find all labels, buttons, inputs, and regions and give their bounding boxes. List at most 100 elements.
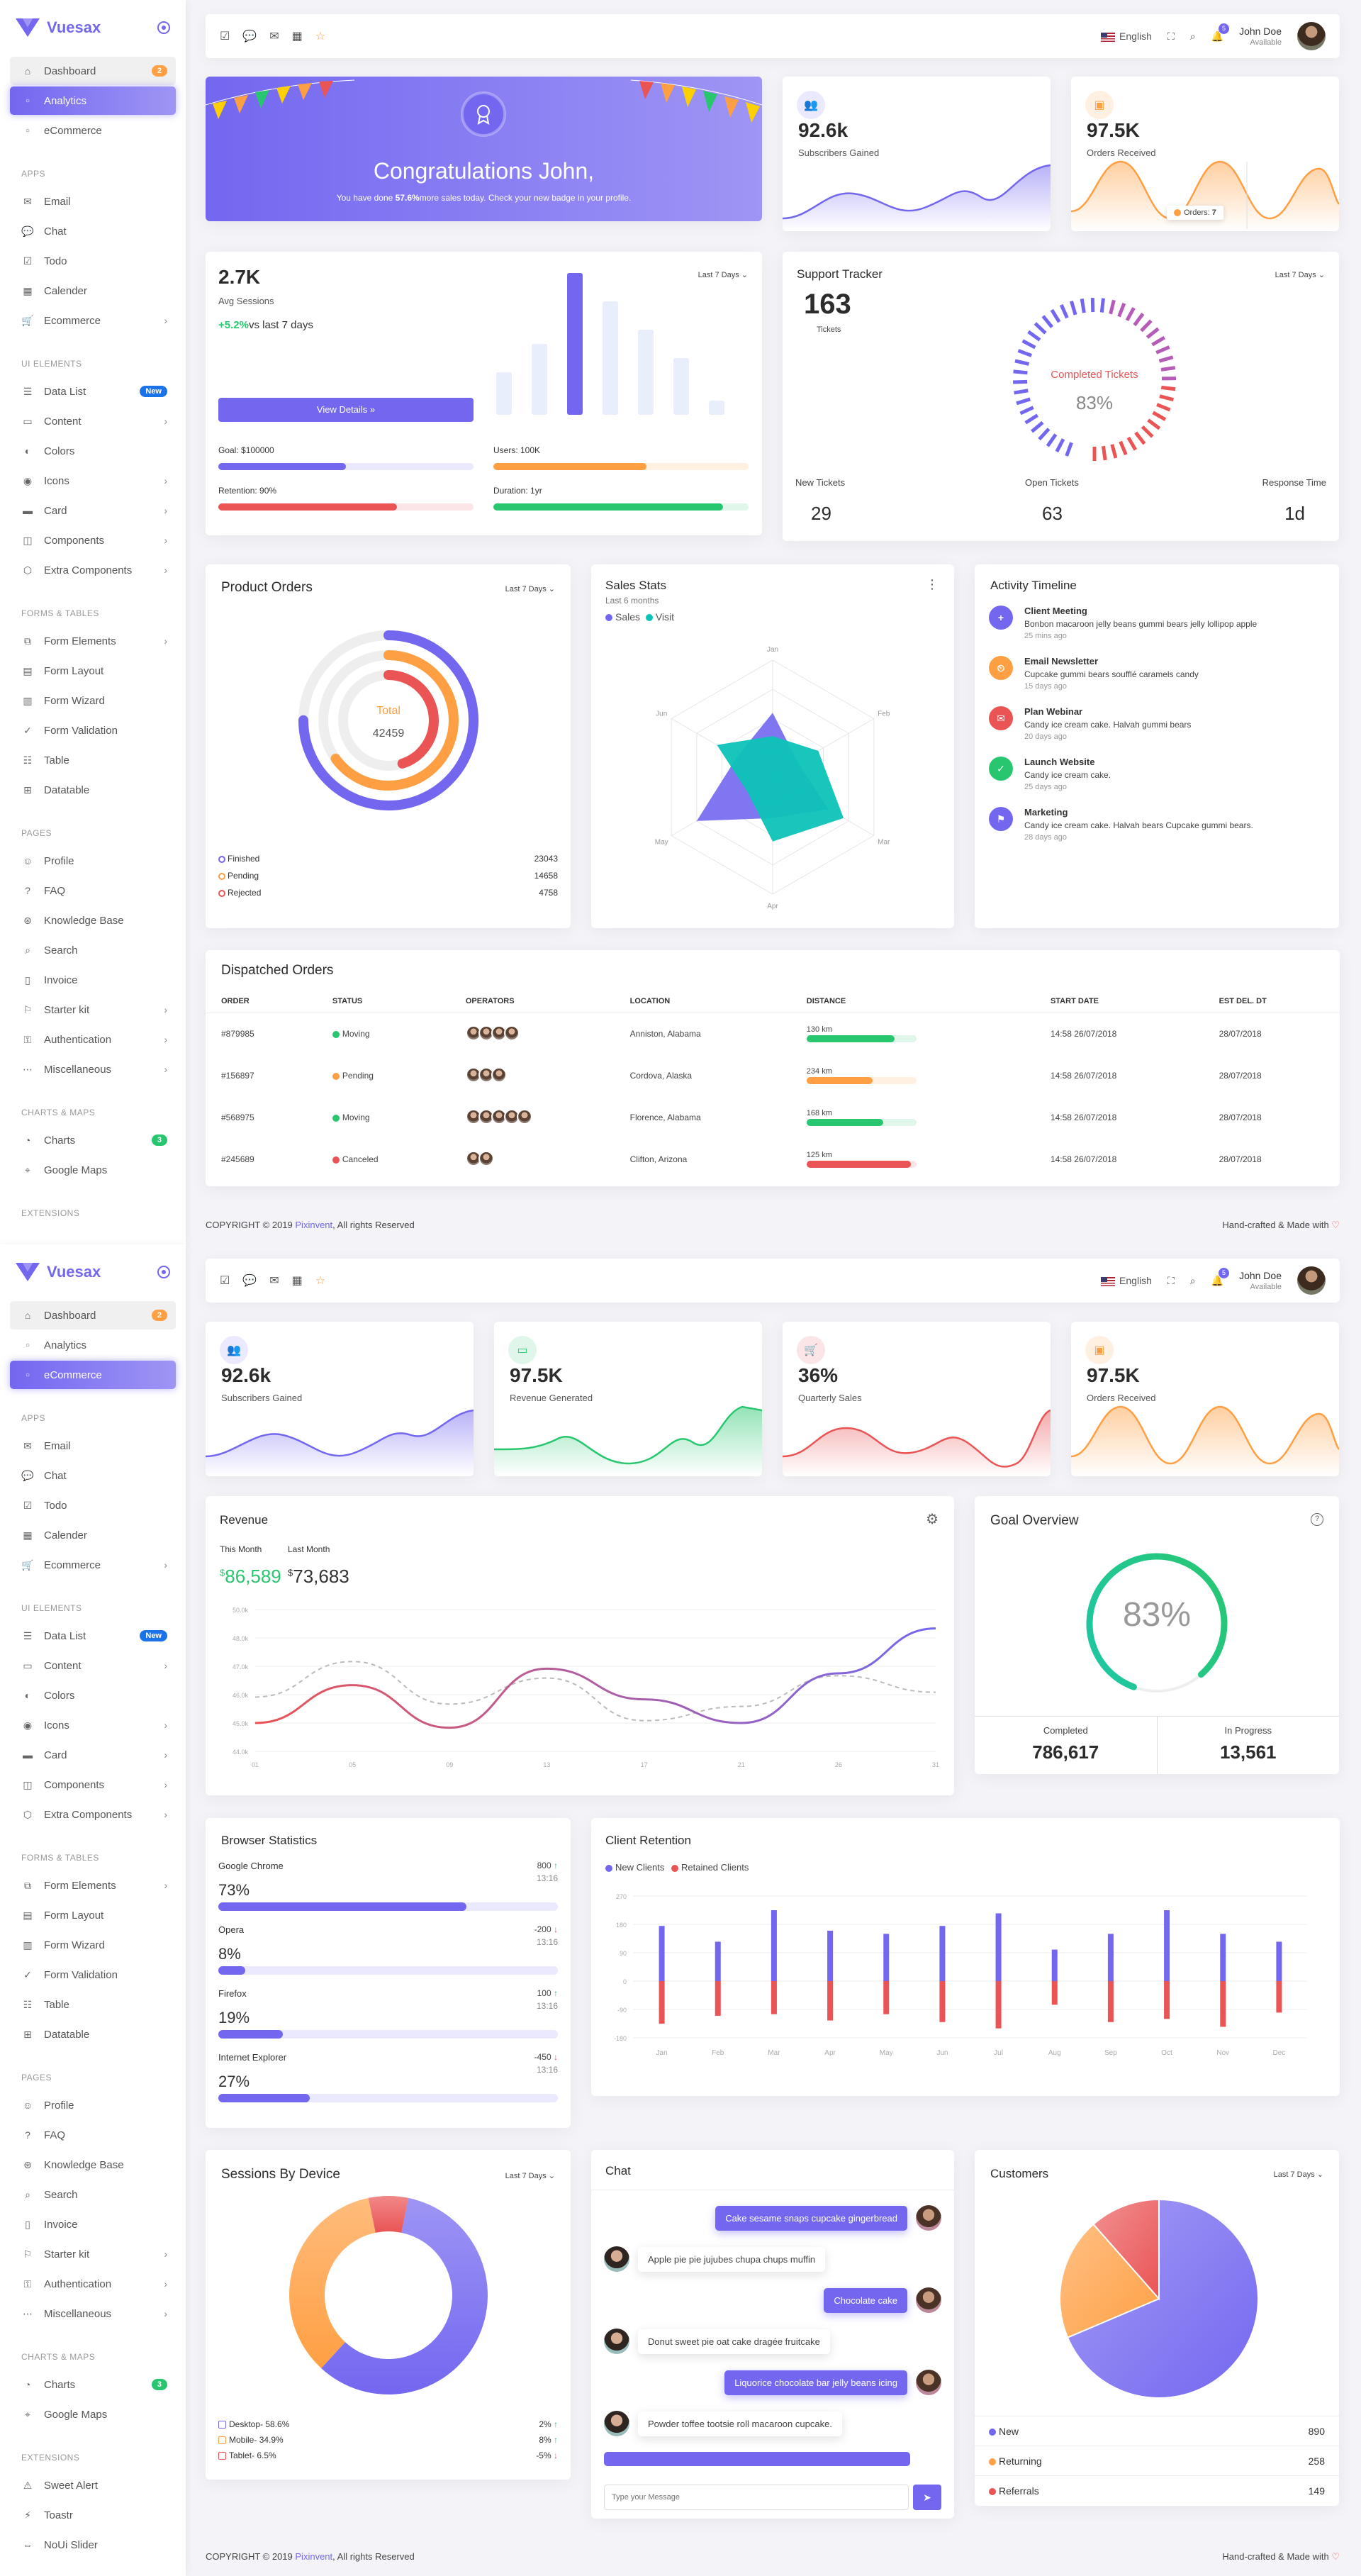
sidebar-item-email[interactable]: ✉ Email [10, 1432, 176, 1460]
sidebar-item-chat[interactable]: 💬 Chat [10, 217, 176, 245]
operator-avatar[interactable] [516, 1108, 532, 1125]
table-row[interactable]: #568975 Moving Florence, Alabama 168 km 14:5… [206, 1097, 1340, 1139]
chat-icon[interactable]: 💬 [242, 1275, 257, 1287]
language-dropdown[interactable]: English [1101, 1275, 1152, 1286]
avatar[interactable] [604, 2329, 629, 2354]
sidebar-item-card[interactable]: ▬ Card › [10, 1741, 176, 1769]
col-header[interactable]: STATUS [316, 990, 450, 1013]
sidebar-item-google-maps[interactable]: ⌖ Google Maps [10, 1156, 176, 1184]
sidebar-item-datatable[interactable]: ⊞ Datatable [10, 776, 176, 804]
sidebar-item-icons[interactable]: ◉ Icons › [10, 467, 176, 495]
customers-period[interactable]: Last 7 Days ⌄ [1273, 2170, 1323, 2179]
sidebar-item-calender[interactable]: ▦ Calender [10, 277, 176, 305]
mail-icon[interactable]: ✉ [269, 1275, 279, 1287]
sidebar-item-data-list[interactable]: ☰ Data List New [10, 377, 176, 406]
sidebar-item-form-layout[interactable]: ▤ Form Layout [10, 657, 176, 685]
col-header[interactable]: EST DEL. DT [1203, 990, 1340, 1013]
sidebar-item-form-validation[interactable]: ✓ Form Validation [10, 716, 176, 745]
sidebar-item-faq[interactable]: ? FAQ [10, 876, 176, 905]
mail-icon[interactable]: ✉ [269, 30, 279, 43]
avatar[interactable] [916, 2370, 941, 2395]
calendar-icon[interactable]: ▦ [291, 1275, 303, 1287]
sidebar-item-google-maps[interactable]: ⌖ Google Maps [10, 2400, 176, 2429]
sidebar-item-knowledge-base[interactable]: ⊛ Knowledge Base [10, 906, 176, 935]
sidebar-item-table[interactable]: ☷ Table [10, 1990, 176, 2019]
sidebar-item-chat[interactable]: 💬 Chat [10, 1461, 176, 1490]
todo-icon[interactable]: ☑ [220, 30, 230, 43]
sidebar-item-sweet-alert[interactable]: ⚠ Sweet Alert [10, 2471, 176, 2499]
support-period-dropdown[interactable]: Last 7 Days ⌄ [1275, 271, 1325, 279]
sidebar-item-miscellaneous[interactable]: ⋯ Miscellaneous › [10, 1055, 176, 1083]
search-icon[interactable]: ⌕ [1189, 1274, 1196, 1286]
sidebar-item-content[interactable]: ▭ Content › [10, 1651, 176, 1680]
sidebar-item-todo[interactable]: ☑ Todo [10, 1491, 176, 1520]
avatar[interactable] [916, 2287, 941, 2313]
sidebar-item-ecommerce-dash[interactable]: ○ eCommerce [10, 116, 176, 145]
chat-icon[interactable]: 💬 [242, 30, 257, 43]
sidebar-item-components[interactable]: ◫ Components › [10, 1771, 176, 1799]
sidebar-item-form-elements[interactable]: ⧉ Form Elements › [10, 627, 176, 655]
sidebar-item-starter-kit[interactable]: ⚐ Starter kit › [10, 2240, 176, 2268]
sidebar-item-form-elements[interactable]: ⧉ Form Elements › [10, 1871, 176, 1900]
sidebar-item-calender[interactable]: ▦ Calender [10, 1521, 176, 1549]
table-row[interactable]: #245689 Canceled Clifton, Arizona 125 km 14:… [206, 1139, 1340, 1181]
sidebar-toggle-icon[interactable] [157, 1266, 170, 1278]
search-icon[interactable]: ⌕ [1189, 30, 1196, 42]
pixinvent-link-2[interactable]: Pixinvent [295, 2551, 333, 2562]
sidebar-item-form-layout[interactable]: ▤ Form Layout [10, 1901, 176, 1929]
sidebar-item-datatable[interactable]: ⊞ Datatable [10, 2020, 176, 2048]
help-icon[interactable]: ? [1311, 1513, 1323, 1526]
sidebar-item-analytics[interactable]: ○ Analytics [10, 87, 176, 115]
sidebar-item-miscellaneous[interactable]: ⋯ Miscellaneous › [10, 2299, 176, 2328]
bell-icon[interactable]: 🔔 5 [1211, 1267, 1230, 1287]
sidebar-item-invoice[interactable]: ▯ Invoice [10, 966, 176, 994]
sidebar-item-colors[interactable]: ◐ Colors [10, 1681, 176, 1710]
settings-icon[interactable]: ⚙ [926, 1512, 939, 1527]
avatar[interactable] [916, 2205, 941, 2231]
sidebar-item-search[interactable]: ⌕ Search [10, 2180, 176, 2209]
sidebar-item-email[interactable]: ✉ Email [10, 187, 176, 216]
col-header[interactable]: OPERATORS [449, 990, 615, 1013]
avatar[interactable] [1297, 22, 1326, 50]
sidebar-item-dashboard[interactable]: ⌂ Dashboard 2 [10, 57, 176, 85]
col-header[interactable]: LOCATION [614, 990, 791, 1013]
avatar[interactable] [1297, 1266, 1326, 1295]
table-row[interactable]: #879985 Moving Anniston, Alabama 130 km 14:5… [206, 1013, 1340, 1055]
avatar[interactable] [604, 2246, 629, 2272]
pixinvent-link[interactable]: Pixinvent [295, 1220, 333, 1230]
sidebar-item-invoice[interactable]: ▯ Invoice [10, 2210, 176, 2238]
fullscreen-icon[interactable]: ⛶ [1167, 30, 1175, 42]
operator-avatar[interactable] [503, 1025, 520, 1041]
operator-avatar[interactable] [491, 1066, 507, 1083]
sidebar-item-form-wizard[interactable]: ▥ Form Wizard [10, 686, 176, 715]
sidebar-item-extra-components[interactable]: ⬡ Extra Components › [10, 556, 176, 584]
col-header[interactable]: ORDER [206, 990, 317, 1013]
sidebar-item-ecommerce-dash[interactable]: ○ eCommerce [10, 1361, 176, 1389]
sidebar-item-starter-kit[interactable]: ⚐ Starter kit › [10, 996, 176, 1024]
avatar[interactable] [604, 2411, 629, 2436]
sidebar-item-table[interactable]: ☷ Table [10, 746, 176, 774]
sidebar-item-data-list[interactable]: ☰ Data List New [10, 1622, 176, 1650]
sidebar-item-profile[interactable]: ☺ Profile [10, 847, 176, 875]
fullscreen-icon[interactable]: ⛶ [1167, 1274, 1175, 1286]
sidebar-item-content[interactable]: ▭ Content › [10, 407, 176, 435]
sidebar-item-charts[interactable]: ◔ Charts 3 [10, 2370, 176, 2399]
sidebar-item-icons[interactable]: ◉ Icons › [10, 1711, 176, 1739]
user-info[interactable]: John Doe Available [1239, 25, 1282, 48]
sidebar-item-dashboard[interactable]: ⌂ Dashboard 2 [10, 1301, 176, 1329]
sidebar-item-faq[interactable]: ? FAQ [10, 2121, 176, 2149]
view-details-button[interactable]: View Details » [218, 398, 474, 422]
sidebar-item-colors[interactable]: ◐ Colors [10, 437, 176, 465]
brand-logo[interactable]: Vuesax [16, 1263, 101, 1281]
sidebar-item-noui-slider[interactable]: ⇔ NoUi Slider [10, 2531, 176, 2559]
todo-icon[interactable]: ☑ [220, 1275, 230, 1287]
brand-logo[interactable]: Vuesax [16, 18, 101, 37]
sidebar-item-charts[interactable]: ◔ Charts 3 [10, 1126, 176, 1154]
user-info[interactable]: John Doe Available [1239, 1269, 1282, 1292]
sidebar-toggle-icon[interactable] [157, 21, 170, 34]
calendar-icon[interactable]: ▦ [291, 30, 303, 43]
product-orders-period[interactable]: Last 7 Days ⌄ [505, 585, 555, 593]
sidebar-item-authentication[interactable]: ⚿ Authentication › [10, 2270, 176, 2298]
send-button[interactable]: ➤ [913, 2485, 941, 2510]
col-header[interactable]: DISTANCE [790, 990, 1035, 1013]
